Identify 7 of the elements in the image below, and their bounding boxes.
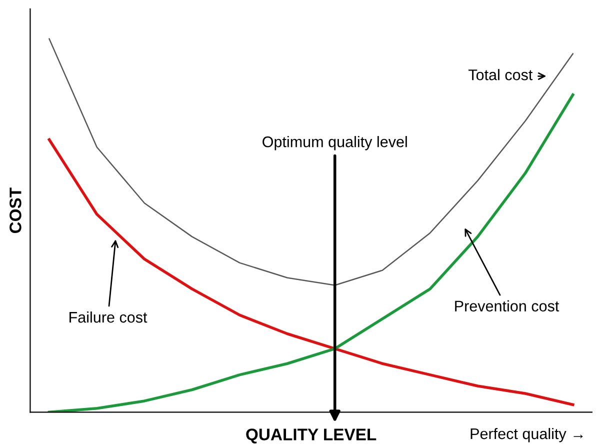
series-label: Total cost	[468, 69, 533, 80]
series-label: Prevention cost	[455, 300, 560, 312]
x-axis-title: QUALITY LEVEL	[246, 428, 376, 444]
y-axis-title: COST	[10, 188, 22, 234]
text: Perfect quality →	[470, 428, 583, 442]
text: Failure cost	[70, 311, 148, 323]
annotation: Optimum quality level	[262, 136, 407, 150]
